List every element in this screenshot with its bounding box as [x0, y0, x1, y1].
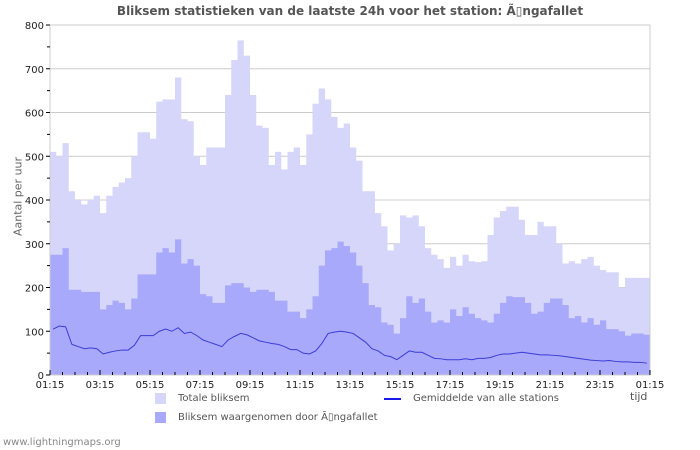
x-axis-unit: tijd [630, 390, 648, 403]
station-lightning-area [50, 239, 650, 375]
svg-text:0: 0 [38, 371, 44, 382]
svg-text:05:15: 05:15 [136, 380, 165, 391]
svg-text:13:15: 13:15 [336, 380, 365, 391]
legend-label-total: Totale bliksem [178, 393, 250, 404]
svg-text:500: 500 [25, 152, 44, 163]
svg-text:11:15: 11:15 [286, 380, 315, 391]
footer-link[interactable]: www.lightningmaps.org [3, 437, 121, 448]
svg-text:200: 200 [25, 284, 44, 295]
svg-text:300: 300 [25, 240, 44, 251]
svg-text:700: 700 [25, 65, 44, 76]
legend-item-total: Totale bliksem [155, 393, 249, 404]
average-line-swatch-icon [384, 397, 401, 400]
legend-item-average: Gemiddelde van alle stations [384, 393, 559, 404]
legend-label-station: Bliksem waargenomen door Ã▯ngafallet [178, 412, 378, 423]
y-axis: 0 100 200 300 400 500 600 700 800 [25, 21, 50, 382]
svg-text:100: 100 [25, 327, 44, 338]
svg-text:15:15: 15:15 [386, 380, 415, 391]
svg-text:400: 400 [25, 196, 44, 207]
svg-text:17:15: 17:15 [436, 380, 465, 391]
svg-text:19:15: 19:15 [486, 380, 515, 391]
svg-text:21:15: 21:15 [536, 380, 565, 391]
legend-item-station: Bliksem waargenomen door Ã▯ngafallet [155, 412, 378, 423]
svg-text:09:15: 09:15 [236, 380, 265, 391]
svg-text:07:15: 07:15 [186, 380, 215, 391]
svg-text:03:15: 03:15 [86, 380, 115, 391]
chart-title: Bliksem statistieken van de laatste 24h … [116, 4, 584, 18]
svg-text:600: 600 [25, 109, 44, 120]
average-all-stations-line [52, 325, 647, 364]
svg-text:01:15: 01:15 [36, 380, 65, 391]
legend-label-average: Gemiddelde van alle stations [413, 393, 559, 404]
x-axis: 01:15 03:15 05:15 07:15 09:15 11:15 13:15 15:15… [36, 370, 665, 391]
total-swatch-icon [155, 393, 166, 404]
svg-text:01:15: 01:15 [636, 380, 665, 391]
svg-text:23:15: 23:15 [586, 380, 615, 391]
station-swatch-icon [155, 412, 166, 423]
svg-text:800: 800 [25, 21, 44, 32]
